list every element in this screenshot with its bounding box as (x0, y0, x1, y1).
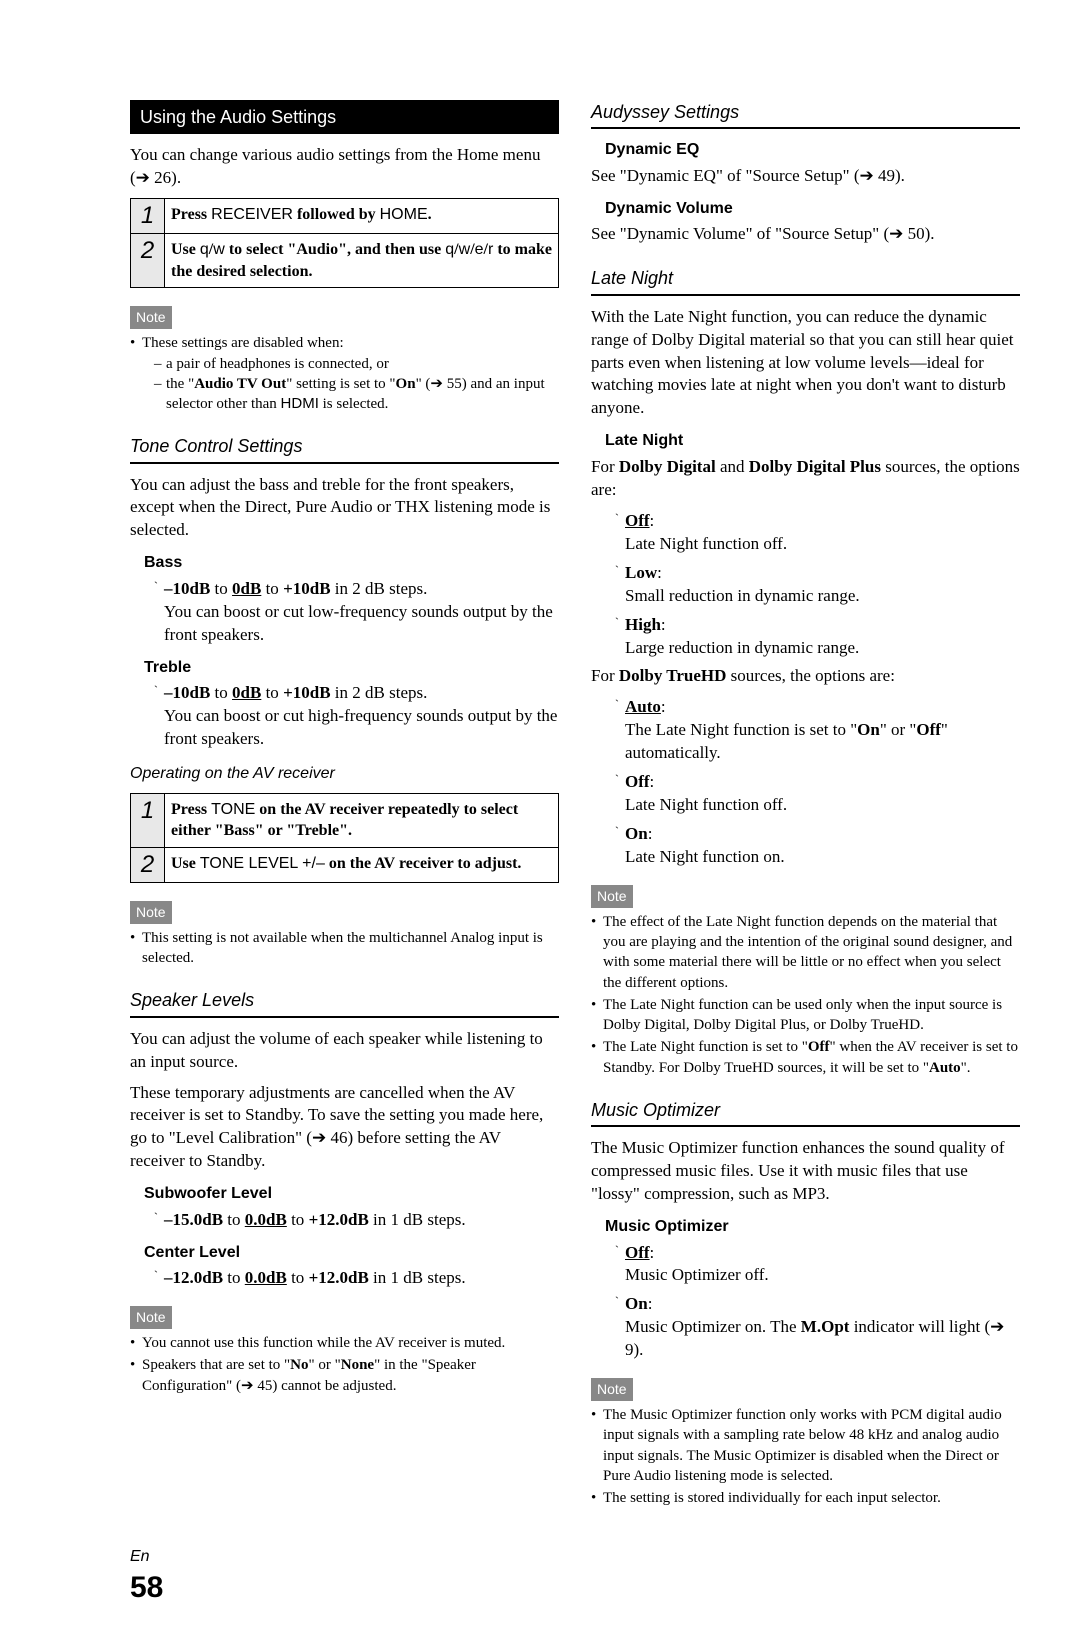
ln-intro: With the Late Night function, you can re… (591, 306, 1020, 421)
mo-note-list: The Music Optimizer function only works … (591, 1405, 1020, 1508)
note-item: The Late Night function is set to "Off" … (591, 1037, 1020, 1078)
note-badge: Note (130, 1306, 172, 1329)
step-number: 1 (131, 199, 165, 234)
subsection-bass: Bass (144, 552, 559, 574)
subwoofer-range: –15.0dB to 0.0dB to +12.0dB in 1 dB step… (154, 1209, 559, 1232)
steps-table-2: 1 Press TONE on the AV receiver repeated… (130, 793, 559, 883)
center-option: –12.0dB to 0.0dB to +12.0dB in 1 dB step… (154, 1267, 559, 1290)
page-columns: Using the Audio Settings You can change … (130, 100, 1020, 1516)
steps-table-1: 1 Press RECEIVER followed by HOME. 2 Use… (130, 198, 559, 288)
center-range: –12.0dB to 0.0dB to +12.0dB in 1 dB step… (154, 1267, 559, 1290)
note-item: You cannot use this function while the A… (130, 1333, 559, 1353)
note-item: The setting is stored individually for e… (591, 1488, 1020, 1508)
option-label: On: (615, 1293, 1020, 1316)
ln-note-list: The effect of the Late Night function de… (591, 912, 1020, 1078)
spk-p2: These temporary adjustments are cancelle… (130, 1082, 559, 1174)
option-desc: Late Night function off. (625, 794, 1020, 817)
ln-dd-intro: For Dolby Digital and Dolby Digital Plus… (591, 456, 1020, 502)
step-number: 2 (131, 847, 165, 882)
note-badge: Note (130, 901, 172, 924)
option-block: Low:Small reduction in dynamic range. (615, 562, 1020, 608)
subsection-dynamic-eq: Dynamic EQ (605, 139, 1020, 161)
option-block: On:Late Night function on. (615, 823, 1020, 869)
mo-options: Off:Music Optimizer off.On:Music Optimiz… (591, 1242, 1020, 1363)
subsection-dynamic-volume: Dynamic Volume (605, 198, 1020, 220)
option-label: Auto: (615, 696, 1020, 719)
treble-desc: You can boost or cut high-frequency soun… (164, 705, 559, 751)
step-text: Use q/w to select "Audio", and then use … (165, 234, 559, 288)
note-item: These settings are disabled when: a pair… (130, 333, 559, 414)
note-item: The Late Night function can be used only… (591, 995, 1020, 1036)
subsection-center: Center Level (144, 1242, 559, 1264)
intro-text: You can change various audio settings fr… (130, 144, 559, 190)
note-item: The Music Optimizer function only works … (591, 1405, 1020, 1486)
note-badge: Note (130, 306, 172, 329)
ln-thd-options: Auto:The Late Night function is set to "… (591, 696, 1020, 869)
note-item: The effect of the Late Night function de… (591, 912, 1020, 993)
option-block: High:Large reduction in dynamic range. (615, 614, 1020, 660)
mo-intro: The Music Optimizer function enhances th… (591, 1137, 1020, 1206)
subsection-music-optimizer: Music Optimizer (605, 1216, 1020, 1238)
ln-thd-intro: For Dolby TrueHD sources, the options ar… (591, 665, 1020, 688)
step-text: Press RECEIVER followed by HOME. (165, 199, 559, 234)
option-label: Low: (615, 562, 1020, 585)
option-desc: Late Night function off. (625, 533, 1020, 556)
right-column: Audyssey Settings Dynamic EQ See "Dynami… (591, 100, 1020, 1516)
dyneq-text: See "Dynamic EQ" of "Source Setup" (➔ 49… (591, 165, 1020, 188)
note-badge: Note (591, 885, 633, 908)
step-text: Use TONE LEVEL +/– on the AV receiver to… (165, 847, 559, 882)
section-music-optimizer: Music Optimizer (591, 1098, 1020, 1127)
note-list-2: This setting is not available when the m… (130, 928, 559, 969)
bass-desc: You can boost or cut low-frequency sound… (164, 601, 559, 647)
option-block: Off:Late Night function off. (615, 510, 1020, 556)
option-label: On: (615, 823, 1020, 846)
spk-p1: You can adjust the volume of each speake… (130, 1028, 559, 1074)
option-block: On:Music Optimizer on. The M.Opt indicat… (615, 1293, 1020, 1362)
heading-using-audio-settings: Using the Audio Settings (130, 100, 559, 134)
option-desc: Large reduction in dynamic range. (625, 637, 1020, 660)
note-subitem: a pair of headphones is connected, or (154, 354, 559, 374)
dynvol-text: See "Dynamic Volume" of "Source Setup" (… (591, 223, 1020, 246)
note-subitem: the "Audio TV Out" setting is set to "On… (154, 374, 559, 415)
left-column: Using the Audio Settings You can change … (130, 100, 559, 1516)
subsection-subwoofer: Subwoofer Level (144, 1183, 559, 1205)
page-number: 58 (130, 1568, 1020, 1609)
subsection-late-night: Late Night (605, 430, 1020, 452)
option-label: High: (615, 614, 1020, 637)
language-label: En (130, 1546, 1020, 1568)
option-desc: Music Optimizer off. (625, 1264, 1020, 1287)
option-desc: Late Night function on. (625, 846, 1020, 869)
page-footer: En 58 (130, 1546, 1020, 1608)
bass-option: –10dB to 0dB to +10dB in 2 dB steps. You… (154, 578, 559, 647)
step-number: 1 (131, 793, 165, 847)
option-label: Off: (615, 771, 1020, 794)
subsection-treble: Treble (144, 657, 559, 679)
step-number: 2 (131, 234, 165, 288)
treble-option: –10dB to 0dB to +10dB in 2 dB steps. You… (154, 682, 559, 751)
bass-range: –10dB to 0dB to +10dB in 2 dB steps. (154, 578, 559, 601)
option-label: Off: (615, 510, 1020, 533)
note-list-1: These settings are disabled when: a pair… (130, 333, 559, 414)
option-block: Off:Late Night function off. (615, 771, 1020, 817)
subwoofer-option: –15.0dB to 0.0dB to +12.0dB in 1 dB step… (154, 1209, 559, 1232)
tone-intro: You can adjust the bass and treble for t… (130, 474, 559, 543)
note-badge: Note (591, 1378, 633, 1401)
section-speaker-levels: Speaker Levels (130, 988, 559, 1017)
section-audyssey: Audyssey Settings (591, 100, 1020, 129)
note-list-3: You cannot use this function while the A… (130, 1333, 559, 1396)
section-late-night: Late Night (591, 266, 1020, 295)
note-item: Speakers that are set to "No" or "None" … (130, 1355, 559, 1396)
option-desc: The Late Night function is set to "On" o… (625, 719, 1020, 765)
treble-range: –10dB to 0dB to +10dB in 2 dB steps. (154, 682, 559, 705)
option-desc: Music Optimizer on. The M.Opt indicator … (625, 1316, 1020, 1362)
option-label: Off: (615, 1242, 1020, 1265)
option-block: Auto:The Late Night function is set to "… (615, 696, 1020, 765)
step-text: Press TONE on the AV receiver repeatedly… (165, 793, 559, 847)
section-tone-control: Tone Control Settings (130, 434, 559, 463)
option-desc: Small reduction in dynamic range. (625, 585, 1020, 608)
ln-dd-options: Off:Late Night function off. Low:Small re… (591, 510, 1020, 660)
option-block: Off:Music Optimizer off. (615, 1242, 1020, 1288)
note-item: This setting is not available when the m… (130, 928, 559, 969)
operating-heading: Operating on the AV receiver (130, 763, 559, 785)
